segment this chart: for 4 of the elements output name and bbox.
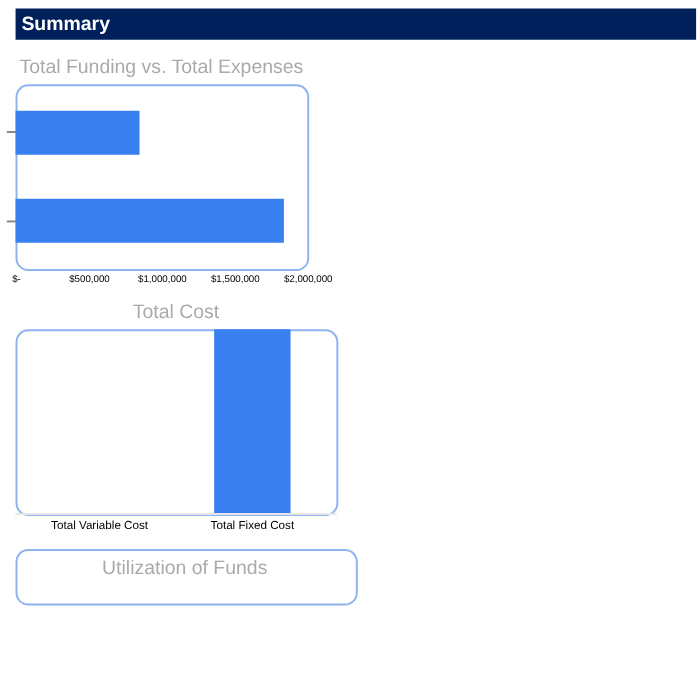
chart-title: Total Funding vs. Total Expenses bbox=[19, 56, 304, 79]
text: Summary bbox=[21, 13, 112, 36]
text: Utilization of Funds bbox=[102, 558, 268, 581]
chart-title: Total Cost bbox=[132, 301, 220, 324]
